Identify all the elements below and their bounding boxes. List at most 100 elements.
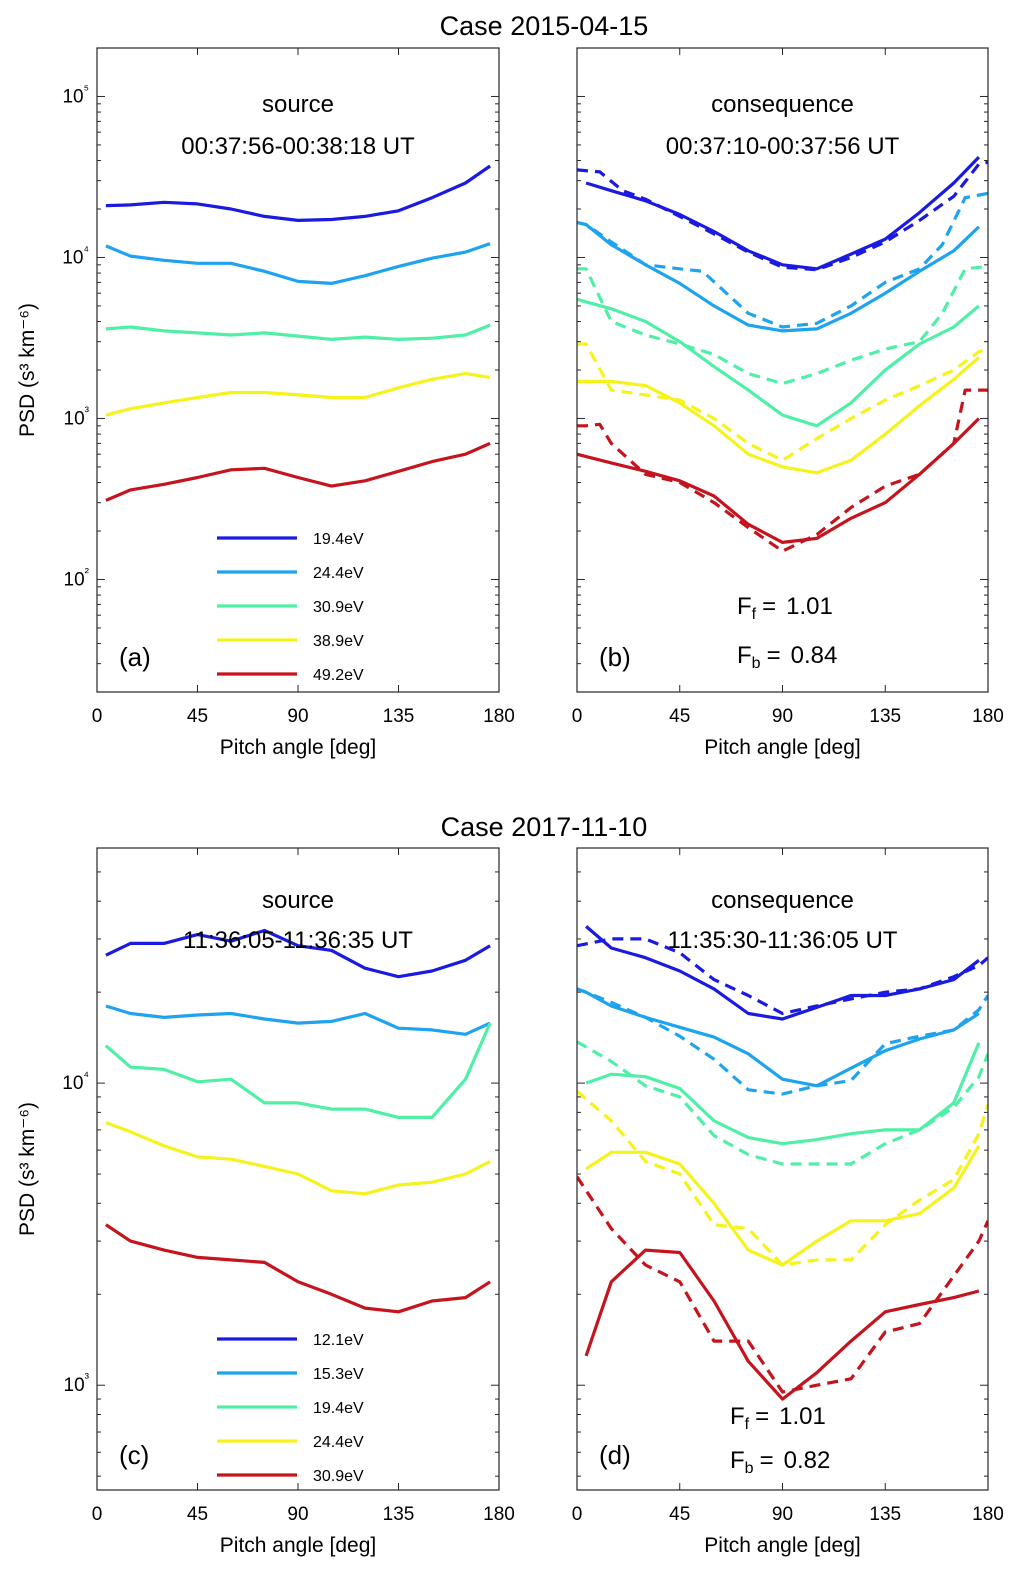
x-tick-label: 0 [572,706,583,727]
series-line-49.2eV [105,441,491,502]
y-tick-exponent: ⁵ [84,81,89,96]
legend-entry: 30.9eV [313,599,364,616]
series-line-dashed-5 [577,264,988,386]
factor-symbol: F [730,1447,745,1474]
factor-value: 1.01 [779,1403,826,1430]
x-tick-label: 45 [187,1504,208,1525]
x-tick-label: 135 [869,1504,901,1525]
x-tick-label: 180 [972,706,1004,727]
annotation-title: source [262,91,334,118]
legend-entry: 19.4eV [313,1400,364,1417]
y-tick-exponent: ³ [85,1370,90,1385]
factor-subscript: b [745,1460,754,1477]
x-tick-label: 45 [669,1504,690,1525]
series-line-19.4eV [104,1022,492,1120]
y-tick-label: 10² [64,564,90,590]
annotation-time: 11:36:05-11:36:35 UT [183,927,413,954]
series-line-dashed-3 [577,987,988,1096]
series-line-solid-4 [577,297,980,428]
legend-entry: 24.4eV [313,565,364,582]
series-line-solid-0 [585,155,981,271]
panel-d: 0 45 90 135 180 Pitch angle [deg] consequence 1… [572,847,1004,1557]
x-tick-label: 90 [287,706,308,727]
y-tick-label: 10⁵ [62,81,89,107]
y-tick-base: 10 [64,408,85,429]
series-line-15.3eV [105,1004,491,1036]
series-line-solid-2 [577,987,980,1088]
x-tick-label: 90 [287,1504,308,1525]
series-line-30.9eV [105,323,491,341]
x-axis-label: Pitch angle [deg] [220,736,376,759]
series-line-19.4eV [105,164,492,222]
factor-fb: Fb = 0.82 [730,1447,830,1477]
plot-frame [96,847,500,1491]
plot-frame [96,47,500,693]
y-tick-label: 10⁴ [62,1068,89,1094]
x-tick-label: 90 [772,706,793,727]
annotation-title: consequence [711,91,854,118]
y-axis-label: PSD (s³ km⁻⁶) [16,303,39,437]
series-line-solid-4 [585,1042,981,1146]
series-line-dashed-7 [577,1089,988,1267]
factor-symbol: F [737,593,752,620]
factor-subscript: f [752,606,757,623]
series-line-24.4eV [105,242,491,285]
series-group [104,928,492,1314]
legend-entry: 15.3eV [313,1366,364,1383]
panel-label: (b) [599,642,631,672]
case-title-bottom: Case 2017-11-10 [441,812,648,842]
x-tick-label: 0 [92,706,103,727]
series-line-12.1eV [105,928,491,979]
series-line-solid-2 [577,220,981,333]
legend-entry: 49.2eV [313,667,364,684]
factor-value: 0.82 [784,1447,831,1474]
y-tick-exponent: ⁴ [83,1068,89,1083]
series-line-solid-6 [577,356,980,475]
factor-symbol: F [730,1403,745,1430]
y-axis-label: PSD (s³ km⁻⁶) [16,1102,39,1236]
factor-equals: = [755,1403,769,1430]
x-axis-label: Pitch angle [deg] [220,1534,376,1557]
factor-equals: = [762,593,776,620]
series-line-24.4eV [105,1121,491,1196]
x-tick-label: 180 [483,706,515,727]
x-tick-label: 45 [187,706,208,727]
factor-equals: = [767,642,781,669]
plot-frame [576,47,989,693]
factor-subscript: b [752,655,761,672]
series-line-dashed-1 [577,160,988,272]
annotation-time: 00:37:56-00:38:18 UT [181,133,415,160]
panel-label: (d) [599,1440,631,1470]
x-tick-label: 45 [669,706,690,727]
annotation-time: 00:37:10-00:37:56 UT [666,133,900,160]
y-tick-label: 10³ [64,403,90,429]
series-group [577,925,988,1401]
legend-entry: 24.4eV [313,1434,364,1451]
y-tick-base: 10 [64,569,85,590]
legend-entry: 30.9eV [313,1468,364,1485]
y-tick-base: 10 [62,247,83,268]
x-tick-label: 135 [383,1504,415,1525]
panel-label: (a) [119,642,151,672]
x-axis-label: Pitch angle [deg] [704,736,860,759]
y-tick-base: 10 [62,1073,83,1094]
legend-entry: 19.4eV [313,531,364,548]
y-tick-exponent: ³ [85,403,90,418]
factor-value: 0.84 [791,642,838,669]
x-tick-label: 180 [972,1504,1004,1525]
series-line-30.9eV [105,1223,491,1314]
y-tick-exponent: ² [85,564,90,579]
y-tick-label: 10⁴ [62,242,89,268]
series-line-dashed-7 [577,342,988,462]
legend-entry: 12.1eV [313,1332,364,1349]
series-line-dashed-5 [577,1040,988,1166]
annotation-time: 11:35:30-11:36:05 UT [668,927,898,954]
annotation-title: source [262,887,334,914]
y-tick-base: 10 [62,86,83,107]
factor-equals: = [760,1447,774,1474]
series-line-dashed-1 [577,937,988,1016]
